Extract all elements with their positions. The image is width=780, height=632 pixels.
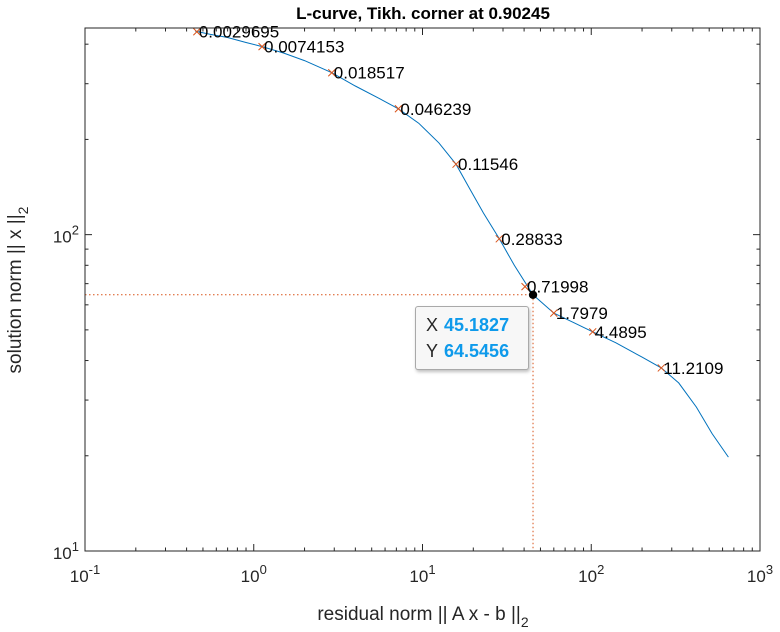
marker-stroke (549, 309, 558, 317)
datatip-x-row: X 45.1827 (426, 312, 528, 338)
corner-point (528, 290, 538, 299)
reg-param-label-9: 11.2109 (663, 359, 723, 378)
datatip-y-value: 64.5456 (444, 341, 510, 361)
x-tick-label-1: 100 (241, 562, 267, 586)
x-tick-label-3: 102 (578, 562, 604, 586)
reg-param-marker-8 (588, 327, 597, 336)
reg-param-label-1: 0.0074153 (264, 38, 344, 57)
reg-param-marker-2 (327, 68, 336, 77)
x-tick-label-0: 10-1 (70, 562, 100, 586)
chart-title: L-curve, Tikh. corner at 0.90245 (296, 4, 550, 23)
data-tip: X 45.1827 Y 64.5456 (415, 306, 529, 370)
x-tick-label-4: 103 (747, 562, 773, 586)
reg-param-marker-9 (657, 364, 666, 372)
x-tick-label-2: 101 (409, 562, 435, 586)
x-axis-label: residual norm || A x - b ||2 (317, 604, 529, 630)
reg-param-label-3: 0.046239 (400, 100, 471, 119)
y-axis-label-subscript: 2 (15, 206, 31, 214)
datatip-x-label: X (426, 315, 439, 335)
reg-param-marker-7 (549, 309, 558, 317)
datatip-x-value: 45.1827 (444, 315, 510, 335)
marker-stroke (588, 327, 597, 336)
marker-stroke (394, 104, 403, 113)
reg-param-label-4: 0.11546 (458, 155, 518, 174)
marker-stroke (327, 68, 336, 77)
reg-param-marker-3 (394, 104, 403, 113)
reg-param-label-8: 4.4895 (595, 323, 647, 342)
y-axis-label: solution norm || x ||2 (5, 206, 31, 373)
datatip-y-label: Y (426, 341, 439, 361)
reg-param-label-2: 0.018517 (334, 64, 405, 83)
reg-param-label-0: 0.0029695 (199, 23, 279, 42)
marker-stroke (495, 234, 504, 243)
reg-param-marker-6 (521, 282, 529, 291)
reg-param-label-6: 0.71998 (527, 278, 588, 297)
datatip-y-row: Y 64.5456 (426, 338, 528, 364)
y-tick-label-0: 101 (53, 539, 79, 563)
reg-param-label-5: 0.28833 (501, 230, 562, 249)
reg-param-marker-0 (192, 27, 201, 36)
marker-stroke (657, 364, 666, 372)
x-axis-label-subscript: 2 (521, 614, 529, 630)
marker-stroke (521, 282, 529, 291)
reg-param-label-7: 1.7979 (556, 304, 608, 323)
y-tick-label-1: 102 (53, 223, 79, 247)
reg-param-marker-4 (452, 160, 460, 169)
reg-param-marker-1 (258, 42, 266, 51)
marker-stroke (258, 42, 266, 51)
marker-stroke (192, 27, 201, 36)
reg-param-marker-5 (495, 234, 504, 243)
marker-stroke (452, 160, 460, 169)
axes: 10-1 100 101 102 103 101 102 (53, 27, 773, 586)
series-line-0 (195, 30, 729, 458)
